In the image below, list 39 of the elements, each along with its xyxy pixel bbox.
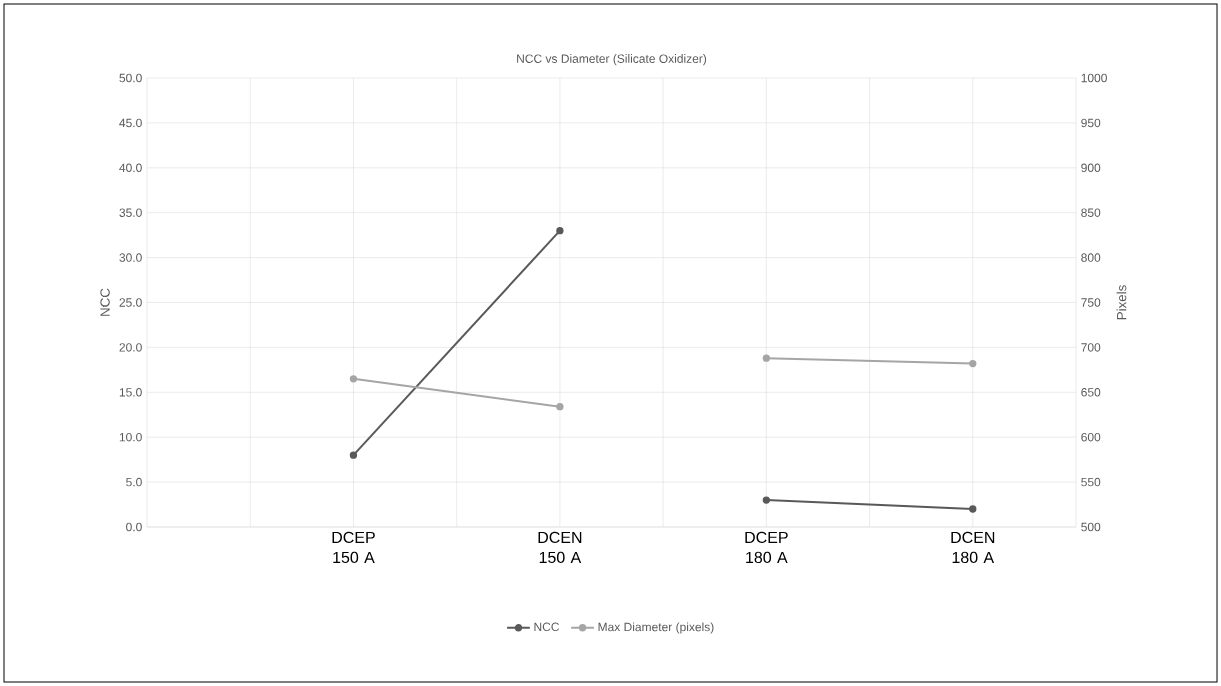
y2-tick-label: 1000 bbox=[1081, 73, 1107, 83]
point bbox=[762, 354, 771, 362]
y2-tick-label: 500 bbox=[1081, 522, 1101, 532]
y2-tick-label: 900 bbox=[1081, 163, 1101, 173]
x-tick-label: DCEN 180 A bbox=[951, 531, 995, 564]
point bbox=[556, 403, 564, 411]
point bbox=[349, 375, 358, 383]
legend-label: Max Diameter (pixels) bbox=[598, 622, 714, 634]
y-tick-label: 30.0 bbox=[119, 253, 142, 262]
y-tick-label: 10.0 bbox=[119, 432, 142, 442]
y2-tick-label: 950 bbox=[1081, 118, 1101, 128]
point bbox=[969, 359, 977, 368]
point bbox=[349, 451, 358, 459]
y-tick-label: 15.0 bbox=[119, 388, 142, 397]
x-tick-label: DCEP 150 A bbox=[332, 531, 375, 564]
y2-tick-label: 700 bbox=[1081, 343, 1101, 352]
x-tick-label: DCEP 180 A bbox=[745, 531, 788, 564]
y-tick-label: 5.0 bbox=[126, 477, 142, 487]
y2-axis-title: Pixels bbox=[1116, 285, 1127, 320]
y2-tick-label: 850 bbox=[1081, 208, 1101, 217]
point bbox=[556, 226, 564, 235]
y-tick-label: 35.0 bbox=[119, 208, 142, 217]
y-tick-label: 40.0 bbox=[119, 163, 142, 173]
y2-tick-label: 750 bbox=[1081, 298, 1101, 307]
y2-tick-label: 800 bbox=[1081, 253, 1101, 262]
y2-tick-label: 600 bbox=[1081, 432, 1101, 442]
y-tick-label: 0.0 bbox=[126, 522, 142, 532]
chart-title: NCC vs Diameter (Silicate Oxidizer) bbox=[517, 54, 707, 66]
y-tick-label: 20.0 bbox=[119, 343, 142, 352]
y-tick-label: 25.0 bbox=[119, 298, 142, 307]
x-tick-label: DCEN 150 A bbox=[538, 531, 582, 564]
y2-tick-label: 650 bbox=[1081, 388, 1101, 397]
point bbox=[969, 505, 977, 513]
y2-tick-label: 550 bbox=[1081, 477, 1101, 487]
point bbox=[762, 496, 770, 504]
y-tick-label: 50.0 bbox=[119, 73, 142, 83]
y-tick-label: 45.0 bbox=[119, 118, 142, 128]
legend-label: NCC bbox=[534, 622, 560, 632]
y-axis-title: NCC bbox=[100, 288, 110, 316]
